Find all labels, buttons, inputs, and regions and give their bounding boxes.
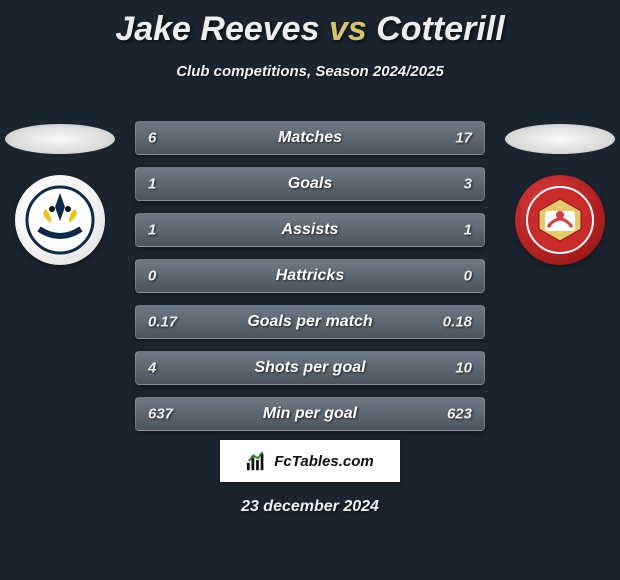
stat-label: Goals per match — [136, 313, 484, 331]
stat-value-right: 0.18 — [443, 314, 472, 331]
stat-label: Matches — [136, 129, 484, 147]
stat-value-left: 1 — [148, 222, 156, 239]
stats-table: 6 Matches 17 1 Goals 3 1 Assists 1 0 Hat… — [135, 121, 485, 443]
stat-value-right: 1 — [464, 222, 472, 239]
player2-club-crest — [515, 175, 605, 265]
date-text: 23 december 2024 — [0, 498, 620, 516]
stat-row-goals: 1 Goals 3 — [135, 167, 485, 201]
stat-value-left: 637 — [148, 406, 173, 423]
stat-row-hattricks: 0 Hattricks 0 — [135, 259, 485, 293]
player1-name: Jake Reeves — [115, 10, 319, 48]
stat-row-matches: 6 Matches 17 — [135, 121, 485, 155]
swindon-town-crest-icon — [525, 185, 595, 255]
stat-label: Hattricks — [136, 267, 484, 285]
player2-platform-oval — [505, 124, 615, 154]
stat-value-right: 0 — [464, 268, 472, 285]
subtitle: Club competitions, Season 2024/2025 — [0, 63, 620, 80]
stat-row-goals-per-match: 0.17 Goals per match 0.18 — [135, 305, 485, 339]
stat-row-shots-per-goal: 4 Shots per goal 10 — [135, 351, 485, 385]
stat-value-left: 1 — [148, 176, 156, 193]
afc-wimbledon-crest-icon — [25, 185, 95, 255]
stat-value-left: 4 — [148, 360, 156, 377]
stat-row-assists: 1 Assists 1 — [135, 213, 485, 247]
stat-row-min-per-goal: 637 Min per goal 623 — [135, 397, 485, 431]
branding-text: FcTables.com — [274, 453, 373, 470]
stat-value-right: 623 — [447, 406, 472, 423]
stat-label: Goals — [136, 175, 484, 193]
stat-value-left: 0 — [148, 268, 156, 285]
comparison-title: Jake Reeves vs Cotterill — [0, 0, 620, 49]
stat-value-left: 0.17 — [148, 314, 177, 331]
player1-club-crest — [15, 175, 105, 265]
bar-chart-icon — [246, 450, 268, 472]
stat-label: Assists — [136, 221, 484, 239]
stat-label: Shots per goal — [136, 359, 484, 377]
stat-label: Min per goal — [136, 405, 484, 423]
stat-value-left: 6 — [148, 130, 156, 147]
stat-value-right: 17 — [455, 130, 472, 147]
branding-box[interactable]: FcTables.com — [220, 440, 400, 482]
stat-value-right: 10 — [455, 360, 472, 377]
stat-value-right: 3 — [464, 176, 472, 193]
player2-name: Cotterill — [376, 10, 504, 48]
player1-platform-oval — [5, 124, 115, 154]
vs-separator: vs — [329, 10, 367, 48]
